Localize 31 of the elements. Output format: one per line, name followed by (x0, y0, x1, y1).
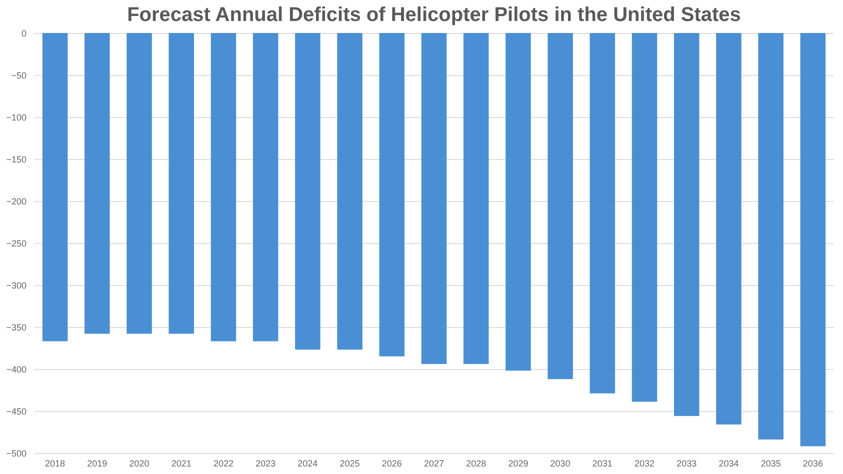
y-tick-label: 0 (21, 28, 26, 38)
y-tick-label: −300 (6, 280, 26, 290)
y-tick-label: −350 (6, 322, 26, 332)
x-tick-label: 2025 (340, 458, 360, 468)
x-tick-label: 2024 (298, 458, 318, 468)
y-tick-label: −100 (6, 112, 26, 122)
y-tick-label: −50 (11, 70, 26, 80)
x-tick-label: 2030 (550, 458, 570, 468)
x-tick-label: 2019 (87, 458, 108, 468)
x-tick-label: 2029 (508, 458, 528, 468)
x-tick-label: 2028 (466, 458, 486, 468)
x-tick-label: 2036 (802, 458, 823, 468)
x-tick-label: 2018 (45, 458, 66, 468)
x-tick-label: 2021 (171, 458, 192, 468)
x-tick-label: 2026 (382, 458, 402, 468)
y-tick-label: −500 (6, 448, 26, 458)
x-tick-label: 2027 (424, 458, 444, 468)
x-tick-label: 2032 (634, 458, 655, 468)
x-tick-label: 2033 (676, 458, 697, 468)
x-tick-label: 2022 (213, 458, 234, 468)
x-tick-label: 2035 (760, 458, 781, 468)
y-tick-label: −200 (6, 196, 26, 206)
y-tick-label: −250 (6, 238, 26, 248)
chart-title: Forecast Annual Deficits of Helicopter Pilots in the United States (127, 4, 741, 26)
x-tick-label: 2031 (592, 458, 612, 468)
y-tick-label: −150 (6, 154, 26, 164)
x-tick-label: 2020 (129, 458, 150, 468)
x-tick-label: 2034 (718, 458, 739, 468)
x-tick-label: 2023 (256, 458, 276, 468)
y-tick-label: −400 (6, 364, 26, 374)
y-tick-label: −450 (6, 406, 26, 416)
